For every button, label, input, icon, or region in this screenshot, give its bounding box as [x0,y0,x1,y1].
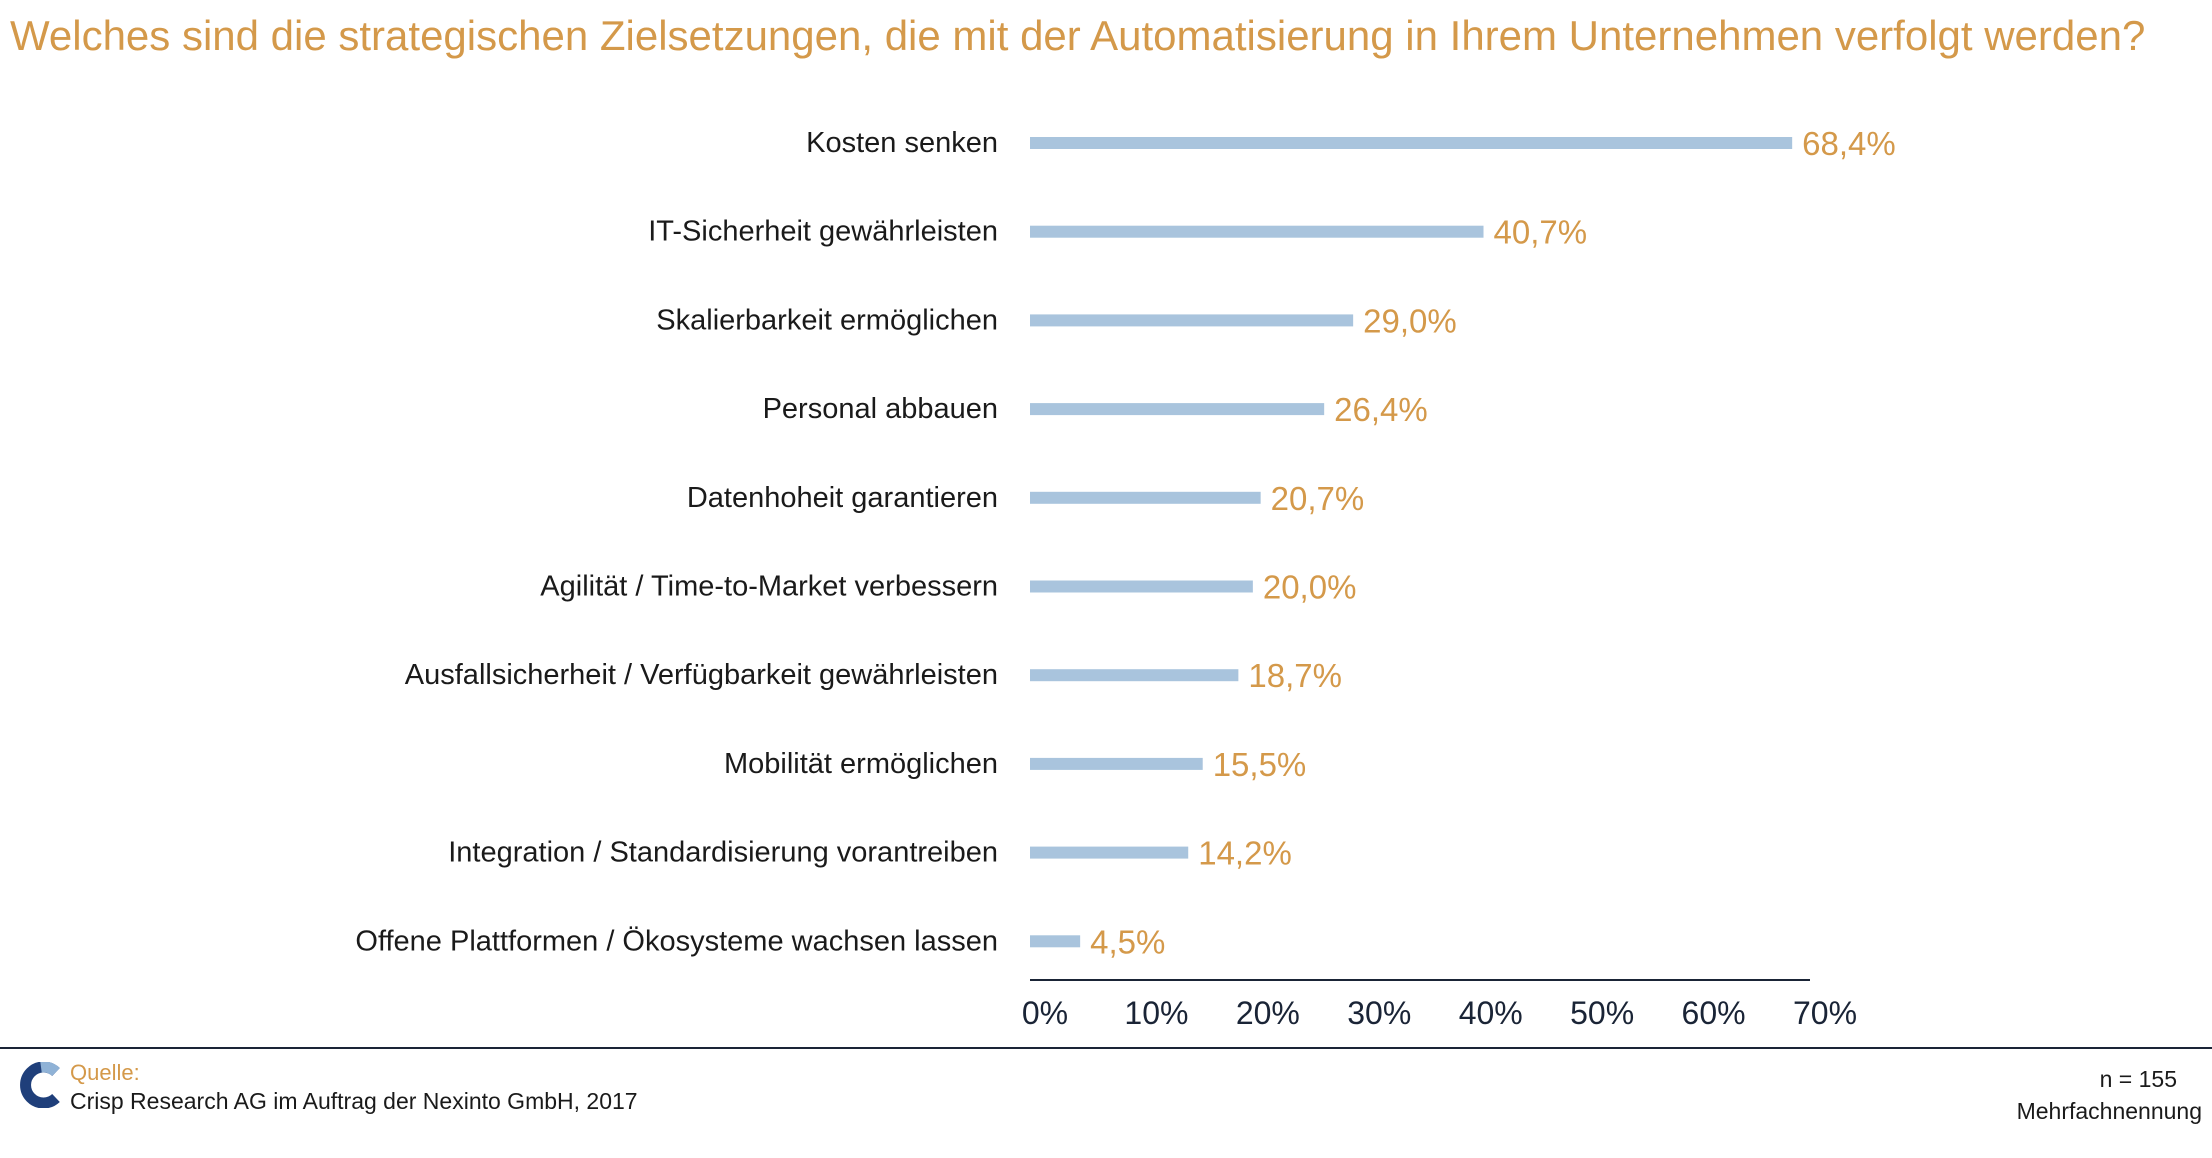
bar [1030,137,1793,149]
category-label: Mobilität ermöglichen [724,748,998,780]
x-tick-label: 60% [1682,995,1746,1031]
bar-chart: Kosten senken 68,4% IT-Sicherheit gewährle… [355,125,1895,1031]
category-label: IT-Sicherheit gewährleisten [648,216,998,248]
bars-layer: Kosten senken 68,4% IT-Sicherheit gewährle… [355,125,1895,960]
x-tick-label: 70% [1793,995,1857,1031]
category-label: Integration / Standardisierung vorantrei… [448,837,998,869]
value-label: 40,7% [1494,214,1588,251]
value-label: 4,5% [1090,923,1165,960]
crisp-logo-icon [20,1062,60,1108]
bar [1030,935,1081,948]
category-label: Skalierbarkeit ermöglichen [656,304,998,336]
source-label: Quelle: [70,1060,140,1085]
x-tick-label: 40% [1459,995,1523,1031]
x-tick-label: 20% [1236,995,1300,1031]
bar [1030,314,1354,327]
x-tick-label: 10% [1124,995,1188,1031]
category-label: Datenhoheit garantieren [687,482,998,514]
bar [1030,846,1189,859]
footer-divider [0,1047,2212,1049]
bar [1030,403,1325,416]
value-label: 18,7% [1248,657,1342,694]
bar [1030,225,1484,238]
value-label: 20,0% [1263,569,1357,606]
x-axis: 0% 10% 20% 30% 40% 50% 60% 70% [1022,979,1857,1031]
bar [1030,580,1253,593]
multiple-answers-note: Mehrfachnennung [2016,1098,2202,1124]
value-label: 68,4% [1802,125,1896,162]
x-tick-label: 0% [1022,995,1068,1031]
category-label: Personal abbauen [763,393,998,425]
x-tick-label: 30% [1347,995,1411,1031]
x-tick-label: 50% [1570,995,1634,1031]
value-label: 26,4% [1334,391,1428,428]
value-label: 15,5% [1213,746,1307,783]
value-label: 29,0% [1363,302,1457,339]
chart-title: Welches sind die strategischen Zielsetzu… [10,12,2146,59]
bar [1030,757,1203,770]
bar [1030,491,1261,504]
bar [1030,669,1239,682]
category-label: Ausfallsicherheit / Verfügbarkeit gewähr… [405,659,998,691]
value-label: 20,7% [1271,480,1365,517]
category-label: Agilität / Time-to-Market verbessern [540,571,998,603]
category-label: Offene Plattformen / Ökosysteme wachsen … [355,925,998,957]
value-label: 14,2% [1198,835,1292,872]
sample-size: n = 155 [2099,1066,2177,1092]
category-label: Kosten senken [806,127,998,159]
source-text: Crisp Research AG im Auftrag der Nexinto… [70,1088,638,1114]
